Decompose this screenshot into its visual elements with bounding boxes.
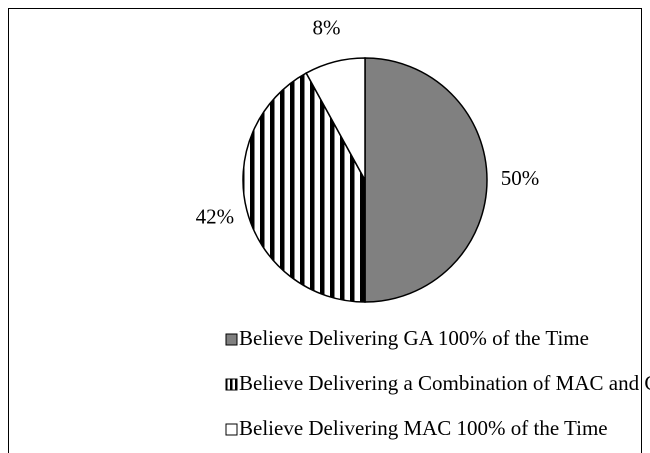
data-label: 8% xyxy=(312,16,340,40)
pie-slice xyxy=(364,57,488,303)
legend-label: Believe Delivering GA 100% of the Time xyxy=(239,326,589,350)
legend-label: Believe Delivering a Combination of MAC … xyxy=(239,371,650,395)
data-label: 50% xyxy=(501,166,540,190)
data-label: 42% xyxy=(196,204,235,228)
legend-marker xyxy=(225,378,238,391)
legend-marker xyxy=(225,333,238,346)
pie-slice xyxy=(242,72,366,303)
pie-slice xyxy=(305,57,366,181)
legend-marker xyxy=(225,423,238,436)
frame xyxy=(8,8,642,453)
legend-label: Believe Delivering MAC 100% of the Time xyxy=(239,416,608,440)
